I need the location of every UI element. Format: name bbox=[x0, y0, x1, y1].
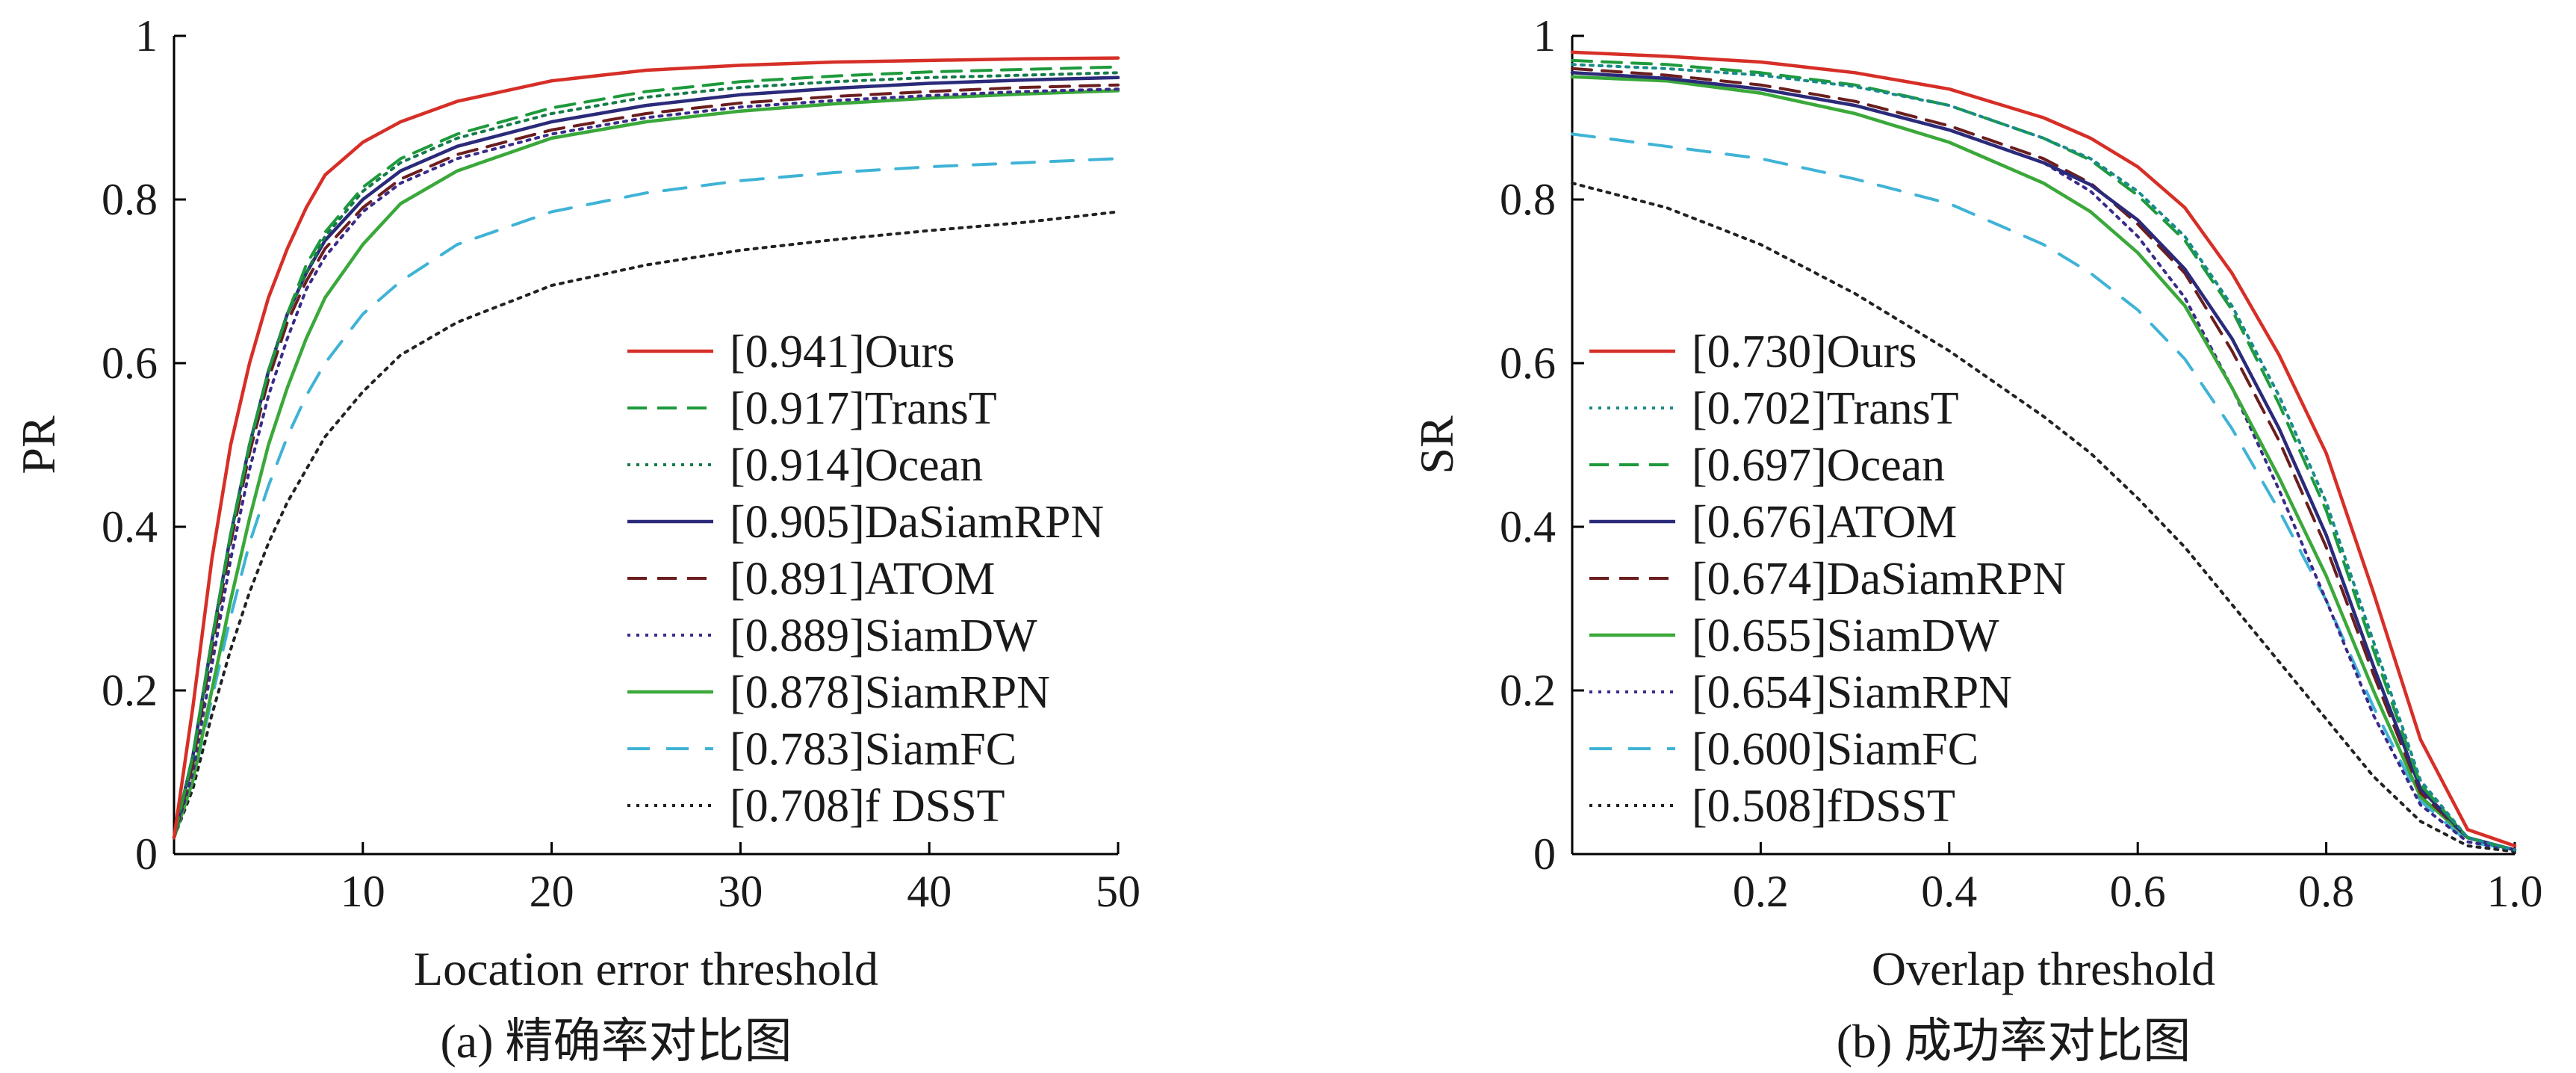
x-tick-label: 10 bbox=[341, 867, 385, 916]
legend-label-ATOM: [0.891]ATOM bbox=[730, 554, 995, 604]
chart-success: 0 0.2 0.4 0.6 0.8 1 0.2 0.4 0.6 0.8 1.0 Overlap thr… bbox=[1410, 11, 2543, 1068]
legend-label-fDSST: [0.508]fDSST bbox=[1692, 781, 1955, 832]
x-tick-label: 0.2 bbox=[1733, 867, 1789, 916]
x-axis-title: Overlap threshold bbox=[1872, 942, 2215, 995]
series-line-fDSST bbox=[1571, 182, 2516, 853]
legend-label-Ocean: [0.914]Ocean bbox=[730, 440, 983, 491]
y-tick-label: 0.4 bbox=[102, 502, 158, 551]
legend-label-SiamFC: [0.600]SiamFC bbox=[1692, 724, 1978, 775]
y-tick-label: 0.8 bbox=[102, 175, 158, 224]
legend-label-Ours: [0.941]Ours bbox=[730, 327, 955, 377]
y-tick-label: 0.6 bbox=[1500, 338, 1556, 388]
series-line-fDSST bbox=[173, 210, 1120, 840]
legend-label-DaSiamRPN: [0.674]DaSiamRPN bbox=[1692, 554, 2066, 604]
series-line-Ours bbox=[1570, 50, 2517, 848]
y-axis-title: SR bbox=[1410, 415, 1463, 474]
legend-label-DaSiamRPN: [0.905]DaSiamRPN bbox=[730, 497, 1104, 548]
legend-label-fDSST: [0.708]f DSST bbox=[730, 781, 1005, 832]
legend-label-Ours: [0.730]Ours bbox=[1692, 327, 1917, 377]
x-tick-label: 0.4 bbox=[1921, 867, 1977, 916]
series-line-DaSiamRPN bbox=[1571, 67, 2516, 852]
chart-precision: 0 0.2 0.4 0.6 0.8 1 10 20 30 40 50 Location error t… bbox=[12, 11, 1140, 1068]
x-tick-label: 0.8 bbox=[2298, 867, 2354, 916]
series-line-SiamDW bbox=[1570, 75, 2517, 852]
figure-caption: (a) 精确率对比图 bbox=[440, 1015, 792, 1068]
y-tick-label: 0 bbox=[135, 829, 158, 879]
x-tick-label: 1.0 bbox=[2487, 867, 2543, 916]
series-line-SiamFC bbox=[173, 157, 1120, 840]
y-tick-label: 0.2 bbox=[102, 666, 158, 715]
y-axis-title: PR bbox=[12, 415, 65, 474]
legend-label-Ocean: [0.697]Ocean bbox=[1692, 440, 1945, 491]
y-tick-label: 1 bbox=[1533, 11, 1556, 61]
series-line-Ocean bbox=[1571, 58, 2516, 852]
y-tick-label: 0.6 bbox=[102, 338, 158, 388]
series-line-SiamFC bbox=[1571, 132, 2516, 852]
legend: [0.730]Ours [0.702]TransT [0.697]Ocean [0.6… bbox=[1589, 327, 2066, 832]
legend-label-TransT: [0.917]TransT bbox=[730, 383, 997, 434]
series-line-Ours bbox=[172, 56, 1120, 840]
x-tick-label: 0.6 bbox=[2110, 867, 2166, 916]
legend-label-ATOM: [0.676]ATOM bbox=[1692, 497, 1957, 548]
x-tick-label: 20 bbox=[530, 867, 574, 916]
series-line-ATOM bbox=[1570, 71, 2517, 852]
legend-label-SiamDW: [0.889]SiamDW bbox=[730, 610, 1037, 661]
legend-label-SiamRPN: [0.654]SiamRPN bbox=[1692, 667, 2012, 718]
y-tick-label: 0.4 bbox=[1500, 502, 1556, 551]
x-tick-label: 50 bbox=[1096, 867, 1140, 916]
legend-label-SiamRPN: [0.878]SiamRPN bbox=[730, 667, 1050, 718]
y-tick-label: 0 bbox=[1533, 829, 1556, 879]
series-line-SiamRPN bbox=[172, 89, 1120, 840]
legend: [0.941]Ours [0.917]TransT [0.914]Ocean [0.9… bbox=[627, 327, 1104, 832]
legend-label-SiamDW: [0.655]SiamDW bbox=[1692, 610, 1999, 661]
y-tick-label: 0.2 bbox=[1500, 666, 1556, 715]
legend-label-SiamFC: [0.783]SiamFC bbox=[730, 724, 1017, 775]
y-tick-label: 1 bbox=[135, 11, 158, 61]
figure-caption: (b) 成功率对比图 bbox=[1837, 1015, 2191, 1068]
series-line-TransT bbox=[173, 65, 1120, 840]
y-tick-label: 0.8 bbox=[1500, 175, 1556, 224]
x-axis-title: Location error threshold bbox=[414, 942, 878, 995]
legend-label-TransT: [0.702]TransT bbox=[1692, 383, 1959, 434]
x-tick-label: 30 bbox=[718, 867, 763, 916]
series-line-TransT bbox=[1571, 63, 2516, 852]
x-tick-label: 40 bbox=[907, 867, 952, 916]
